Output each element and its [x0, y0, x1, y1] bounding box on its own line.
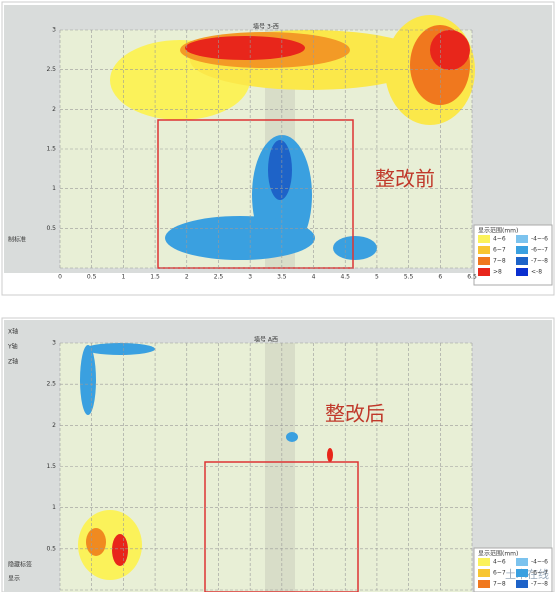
- x-tick-label: 0: [58, 274, 62, 281]
- panel-before: [1, 1, 555, 296]
- legend-swatch: [478, 558, 490, 566]
- legend-label: 4~6: [493, 559, 506, 566]
- legend-swatch: [478, 268, 490, 276]
- y-tick-label: 1.5: [46, 463, 56, 470]
- legend-label: -6~-7: [531, 247, 548, 254]
- legend-label: -7~-8: [531, 258, 548, 265]
- y-tick-label: 1.5: [46, 146, 56, 153]
- y-tick-label: 2: [52, 422, 56, 429]
- annotation: 整改后: [325, 402, 385, 426]
- x-tick-label: 6.5: [467, 274, 477, 281]
- x-tick-label: 1: [121, 274, 125, 281]
- side-label: Z轴: [8, 358, 18, 366]
- x-tick-label: 3: [248, 274, 252, 281]
- annotation: 整改前: [375, 167, 435, 191]
- side-label: 显示: [8, 576, 20, 583]
- y-tick-label: 1: [52, 185, 56, 192]
- y-tick-label: 2: [52, 106, 56, 113]
- panel-after: [1, 317, 555, 592]
- legend-swatch: [516, 257, 528, 265]
- x-tick-label: 1.5: [150, 274, 160, 281]
- x-tick-label: 3.5: [277, 274, 287, 281]
- legend-swatch: [478, 569, 490, 577]
- legend-swatch: [516, 558, 528, 566]
- panel-title: 墙号 3-西: [253, 23, 279, 31]
- y-tick-label: 0.5: [46, 545, 56, 552]
- x-tick-label: 0.5: [87, 274, 97, 281]
- x-tick-label: 5: [375, 274, 379, 281]
- x-tick-label: 5.5: [404, 274, 414, 281]
- legend-label: 7~8: [493, 581, 506, 588]
- y-tick-label: 0.5: [46, 225, 56, 232]
- y-tick-label: 2.5: [46, 66, 56, 73]
- x-tick-label: 4.5: [340, 274, 350, 281]
- legend-label: <-8: [531, 269, 542, 276]
- side-label: Y轴: [7, 343, 18, 351]
- legend-label: -7~-8: [531, 581, 548, 588]
- legend-swatch: [516, 268, 528, 276]
- legend-title: 显示范围(mm): [478, 550, 518, 558]
- legend-swatch: [516, 569, 528, 577]
- x-tick-label: 4: [312, 274, 316, 281]
- y-tick-label: 3: [52, 27, 56, 34]
- panel-title: 墙号 A西: [254, 336, 278, 344]
- side-label: X轴: [8, 328, 18, 336]
- legend-swatch: [478, 235, 490, 243]
- legend-label: 6~7: [493, 570, 506, 577]
- legend-label: 6~7: [493, 247, 506, 254]
- x-tick-label: 6: [438, 274, 442, 281]
- x-tick-label: 2.5: [214, 274, 224, 281]
- legend-swatch: [516, 235, 528, 243]
- side-label: 隐藏标签: [8, 561, 32, 569]
- legend-swatch: [516, 580, 528, 588]
- y-tick-label: 2.5: [46, 381, 56, 388]
- y-tick-label: 1: [52, 504, 56, 511]
- legend-title: 显示范围(mm): [478, 227, 518, 235]
- y-tick-label: 3: [52, 340, 56, 347]
- legend-swatch: [516, 246, 528, 254]
- legend-swatch: [478, 246, 490, 254]
- legend-label: 4~6: [493, 236, 506, 243]
- legend-swatch: [478, 257, 490, 265]
- legend-label: 7~8: [493, 258, 506, 265]
- legend-label: -6~-7: [531, 570, 548, 577]
- x-tick-label: 2: [185, 274, 189, 281]
- legend-label: -4~-6: [531, 236, 548, 243]
- side-label: 制标准: [8, 236, 26, 244]
- legend-swatch: [478, 580, 490, 588]
- legend-label: >8: [493, 269, 502, 276]
- legend-label: -4~-6: [531, 559, 548, 566]
